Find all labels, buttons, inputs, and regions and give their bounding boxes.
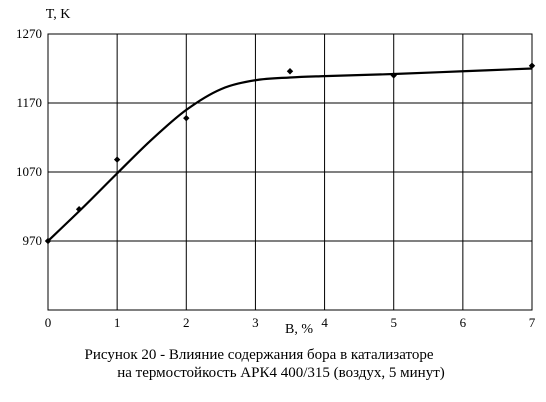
x-tick-labels: 0 1 2 3 4 5 6 7 (45, 315, 536, 330)
y-tick-labels: 970 1070 1170 1270 (16, 26, 42, 248)
y-axis-title: T, K (46, 7, 71, 22)
x-axis-title: B, % (285, 322, 313, 337)
data-point (390, 72, 397, 79)
grid (48, 34, 532, 310)
figure-caption-line-2: на термостойкость АРК4 400/315 (воздух, … (117, 365, 445, 381)
data-point (44, 237, 52, 245)
chart: 0 1 2 3 4 5 6 7 970 1070 1170 1270 T, K B, % (16, 7, 536, 337)
x-tick-label: 2 (183, 315, 190, 330)
data-point (183, 114, 190, 122)
fit-line (47, 67, 533, 242)
x-tick-label: 3 (252, 315, 259, 330)
data-point (528, 62, 536, 69)
x-tick-label: 5 (390, 315, 397, 330)
x-tick-label: 6 (460, 315, 467, 330)
x-tick-label: 1 (114, 315, 121, 330)
x-tick-label: 0 (45, 315, 52, 330)
y-tick-label: 970 (23, 233, 43, 248)
data-point (113, 156, 121, 163)
y-tick-label: 1070 (16, 164, 42, 179)
figure-caption-line-1: Рисунок 20 - Влияние содержания бора в к… (84, 347, 434, 363)
data-point (286, 68, 294, 75)
x-tick-label: 4 (321, 315, 328, 330)
data-points (44, 62, 536, 245)
data-point (75, 206, 83, 213)
y-tick-label: 1270 (16, 26, 42, 41)
y-tick-label: 1170 (16, 95, 42, 110)
x-tick-label: 7 (529, 315, 536, 330)
